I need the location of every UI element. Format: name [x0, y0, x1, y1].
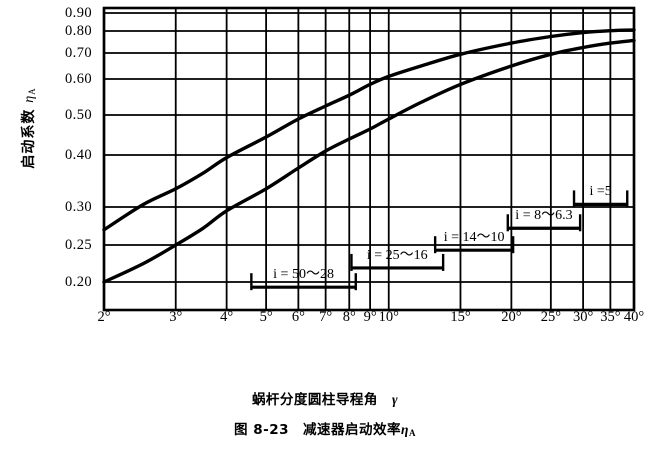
annotation-label: i =5 [589, 184, 612, 200]
x-tick-label: 20° [501, 309, 522, 325]
x-axis-caption-cn: 蜗杆分度圆柱导程角 [251, 392, 378, 408]
y-tick-label: 0.25 [65, 237, 92, 253]
x-tick-label: 30° [572, 309, 594, 325]
x-tick-label: 5° [259, 309, 273, 325]
data-curves [102, 28, 636, 284]
annotation-label: i = 14～10 [443, 230, 505, 246]
annotation-bracket [250, 273, 357, 291]
x-tick-label: 7° [319, 309, 333, 325]
x-axis-caption: 蜗杆分度圆柱导程角 γ [0, 388, 650, 408]
annotation-bracket [350, 253, 445, 271]
y-axis-tick-labels: 0.20 0.25 0.30 0.40 0.50 0.60 0.70 0.80 0.90 [34, 0, 92, 330]
curve-lower-curve [102, 38, 636, 284]
annotation-label: i = 8～6.3 [515, 208, 573, 224]
annotation-label: i = 50～28 [273, 267, 334, 283]
x-tick-label: 4° [220, 309, 234, 325]
x-tick-label: 9° [363, 309, 377, 325]
y-tick-label: 0.30 [65, 199, 92, 215]
annotation-bracket [506, 214, 582, 232]
x-tick-label: 40° [623, 309, 645, 325]
annotation-label: i = 25～16 [366, 247, 428, 263]
y-tick-label: 0.50 [65, 107, 92, 123]
x-tick-label: 10° [378, 309, 399, 325]
annotation-brackets [250, 190, 629, 291]
x-tick-label: 6° [291, 309, 305, 325]
y-tick-label: 0.90 [65, 5, 92, 21]
y-tick-label: 0.80 [65, 23, 92, 39]
y-tick-label: 0.60 [65, 71, 92, 87]
x-tick-label: 25° [540, 309, 561, 325]
x-axis-caption-symbol: γ [391, 392, 399, 407]
x-tick-label: 35° [600, 309, 621, 325]
figure-caption: 图 8-23 减速器启动效率ηA [0, 418, 650, 438]
x-tick-label: 8° [342, 309, 356, 325]
x-tick-label: 3° [169, 309, 183, 325]
annotation-bracket [433, 236, 515, 254]
plot-frame [102, 6, 636, 312]
figure-caption-cn: 减速器启动效率 [303, 422, 402, 438]
curve-upper-curve [102, 28, 636, 232]
y-tick-label: 0.40 [65, 147, 92, 163]
y-tick-label: 0.20 [65, 274, 92, 290]
x-tick-label: 15° [450, 309, 471, 325]
annotation-bracket [572, 190, 629, 208]
x-axis-tick-labels: 2° 3° 4° 5° 6° 7° 8° 9° 10° 15° 20° 25° 30° 35° 40° [0, 310, 650, 336]
figure-number: 图 8-23 [234, 422, 290, 438]
figure-caption-symbol: ηA [401, 422, 416, 438]
y-tick-label: 0.70 [65, 45, 92, 61]
x-tick-label: 2° [97, 309, 111, 325]
